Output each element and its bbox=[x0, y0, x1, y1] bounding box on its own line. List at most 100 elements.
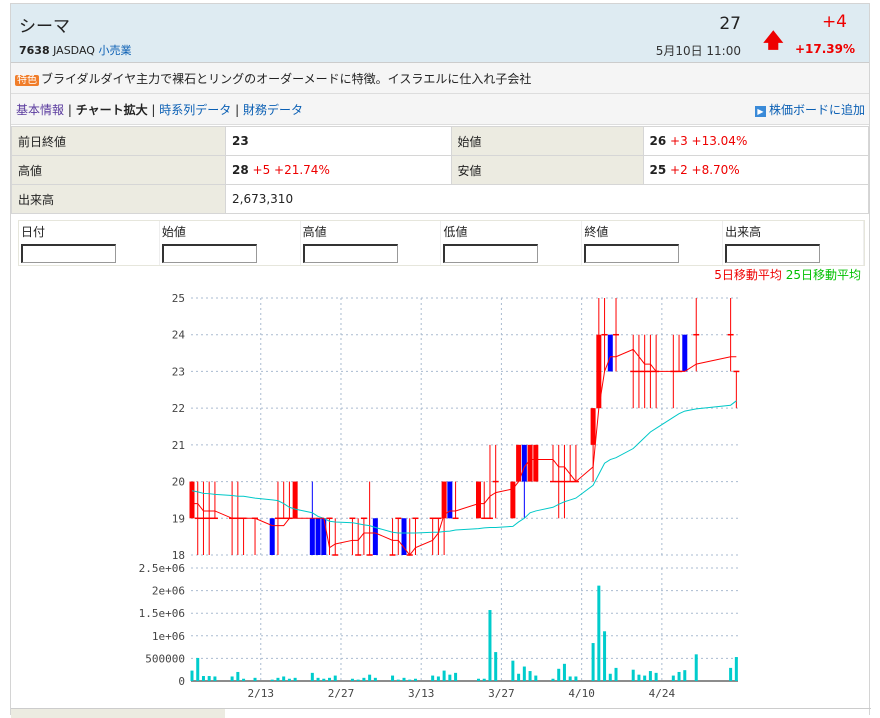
candle-body bbox=[527, 444, 533, 482]
ma5-line bbox=[192, 348, 737, 556]
volume-bar bbox=[534, 675, 538, 681]
volume-bar bbox=[603, 631, 607, 681]
volume-bar bbox=[522, 666, 526, 681]
price-tick-label: 24 bbox=[172, 329, 186, 342]
volume-bar bbox=[448, 674, 452, 681]
chart-legend: 5日移動平均 25日移動平均 bbox=[714, 266, 861, 283]
volume-bar bbox=[362, 677, 366, 681]
candle-body bbox=[269, 518, 275, 555]
price-change-pct: +17.39% bbox=[794, 42, 855, 56]
date-tick-label: 2/27 bbox=[328, 687, 355, 700]
volume-bar bbox=[391, 675, 395, 681]
price-tick-label: 22 bbox=[172, 402, 185, 415]
open-value: 26 +3 +13.04% bbox=[642, 126, 869, 156]
form-column-label: 終値 bbox=[582, 221, 724, 242]
volume-bar bbox=[282, 676, 286, 681]
divider bbox=[11, 708, 871, 709]
candle-body bbox=[401, 518, 407, 555]
volume-bar bbox=[562, 663, 566, 681]
volume-bar bbox=[287, 678, 291, 681]
price-tick-label: 20 bbox=[172, 476, 185, 489]
ohlc-field[interactable] bbox=[443, 244, 539, 263]
volume-tick-label: 1.5e+06 bbox=[139, 607, 185, 620]
ohlc-field[interactable] bbox=[21, 244, 116, 263]
nav-chart-expand[interactable]: チャート拡大 bbox=[75, 103, 148, 117]
form-column-label: 始値 bbox=[160, 221, 301, 242]
low-value: 25 +2 +8.70% bbox=[642, 155, 869, 185]
candle-body bbox=[596, 334, 602, 409]
volume-bar bbox=[677, 671, 681, 681]
candle-body bbox=[590, 408, 596, 445]
volume-bar bbox=[413, 678, 417, 681]
form-column-label: 日付 bbox=[19, 221, 160, 242]
candle-body bbox=[441, 481, 447, 519]
legend-ma25: 25日移動平均 bbox=[785, 268, 861, 282]
volume-bar bbox=[316, 677, 320, 681]
candle-body bbox=[372, 518, 378, 555]
volume-bar bbox=[597, 585, 601, 681]
price-tick-label: 25 bbox=[172, 292, 185, 305]
feature-row: 特色 ブライダルダイヤ主力で裸石とリングのオーダーメードに特徴。イスラエルに仕入れ… bbox=[11, 63, 869, 94]
date-tick-label: 4/10 bbox=[568, 687, 595, 700]
ohlc-field[interactable] bbox=[584, 244, 680, 263]
nav-financial-data[interactable]: 財務データ bbox=[242, 103, 303, 117]
ohlc-field[interactable] bbox=[725, 244, 821, 263]
volume-bar bbox=[614, 667, 618, 681]
volume-bar bbox=[574, 676, 578, 681]
volume-bar bbox=[431, 675, 435, 681]
volume-bar bbox=[201, 676, 205, 681]
volume-tick-label: 1e+06 bbox=[152, 630, 185, 643]
candle-body bbox=[476, 481, 481, 519]
date-tick-label: 4/24 bbox=[649, 687, 676, 700]
volume-tick-label: 2e+06 bbox=[152, 585, 185, 598]
high-value: 28 +5 +21.74% bbox=[225, 155, 452, 185]
current-price: 27 bbox=[719, 14, 741, 34]
ma25-line bbox=[191, 400, 737, 534]
ohlc-readout-form: 日付 始値 高値 低値 終値 出来高 bbox=[18, 220, 865, 266]
stock-panel: シーマ 7638 JASDAQ 小売業 27 🡅 +4 5月10日 11:00 … bbox=[10, 3, 871, 718]
form-cell bbox=[160, 242, 301, 265]
volume-bar bbox=[270, 679, 274, 681]
volume-bar bbox=[190, 670, 194, 681]
price-tick-label: 19 bbox=[172, 512, 185, 525]
prev-close-label: 前日終値 bbox=[11, 126, 226, 156]
stock-header: シーマ 7638 JASDAQ 小売業 27 🡅 +4 5月10日 11:00 … bbox=[11, 4, 869, 63]
candle-body bbox=[521, 444, 527, 482]
price-info-table: 前日終値 23 始値 26 +3 +13.04% 高値 28 +5 +21.74… bbox=[11, 126, 869, 214]
stock-chart: 18 19 20 21 22 23 24 25 0 500000 1e+06 1.5e+06 2e+06… bbox=[139, 292, 740, 700]
date-tick-label: 3/27 bbox=[488, 687, 515, 700]
volume-bar bbox=[654, 672, 658, 681]
volume-bar bbox=[396, 679, 400, 681]
nav-time-series[interactable]: 時系列データ bbox=[159, 103, 232, 117]
volume-bar bbox=[322, 678, 326, 681]
candle-body bbox=[447, 481, 453, 519]
volume-bar bbox=[591, 643, 595, 681]
form-cell bbox=[441, 242, 583, 265]
ohlc-field[interactable] bbox=[161, 244, 257, 263]
volume-bar bbox=[310, 672, 314, 681]
add-to-board-link[interactable]: ▶ 株価ボードに追加 bbox=[754, 101, 865, 118]
nav-basic-info[interactable]: 基本情報 bbox=[16, 103, 65, 117]
volume-bar bbox=[482, 678, 486, 681]
volume-bar bbox=[454, 672, 458, 681]
candle-body bbox=[516, 444, 522, 482]
volume-bar bbox=[631, 669, 635, 681]
volume-bar bbox=[557, 668, 561, 681]
volume-bar bbox=[356, 679, 360, 681]
volume-bar bbox=[328, 677, 332, 681]
volume-bar bbox=[671, 675, 675, 681]
ohlc-field[interactable] bbox=[302, 244, 398, 263]
volume-bar bbox=[637, 674, 641, 681]
volume-value: 2,673,310 bbox=[225, 184, 869, 214]
price-change: +4 bbox=[821, 12, 847, 32]
volume-bar bbox=[207, 676, 211, 681]
table-row: 出来高 2,673,310 bbox=[11, 184, 869, 214]
sector-link[interactable]: 小売業 bbox=[98, 44, 132, 57]
up-arrow-icon: 🡅 bbox=[763, 28, 784, 52]
arrow-right-icon: ▶ bbox=[754, 106, 766, 117]
volume-bar bbox=[293, 677, 297, 681]
candle-body bbox=[510, 481, 516, 519]
volume-tick-label: 0 bbox=[178, 675, 185, 688]
candle-body bbox=[315, 518, 321, 555]
volume-label: 出来高 bbox=[11, 184, 226, 214]
